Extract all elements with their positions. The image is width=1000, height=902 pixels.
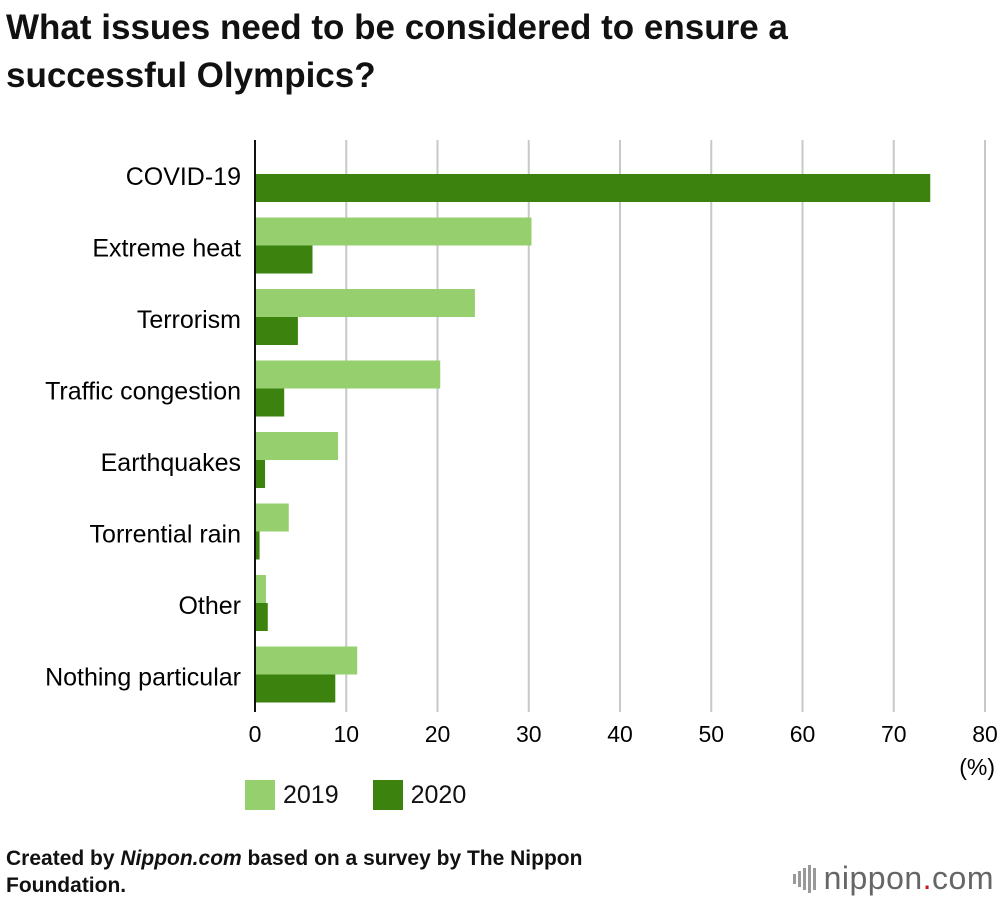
- bar-2019: [256, 289, 475, 317]
- bar-2020: [256, 674, 336, 703]
- x-tick-80: 80: [972, 721, 998, 747]
- x-tick-50: 50: [698, 721, 724, 747]
- source-site: Nippon.com: [120, 847, 242, 870]
- bars: [256, 174, 931, 703]
- bar-2019: [256, 360, 441, 389]
- bar-2020: [256, 388, 285, 417]
- legend-swatch-2020: [372, 780, 403, 810]
- category-label: Other: [178, 592, 241, 620]
- category-label: Torrential rain: [90, 520, 241, 548]
- nippon-logo: nippon. com: [792, 860, 994, 897]
- x-unit-label: (%): [959, 754, 995, 780]
- legend-swatch-2019: [245, 780, 275, 810]
- bar-2020: [256, 317, 298, 345]
- bar-2019: [256, 646, 358, 675]
- gridlines: [345, 140, 986, 712]
- bar-2019: [256, 432, 339, 460]
- bar-2020: [256, 603, 268, 631]
- chart-title: What issues need to be considered to ens…: [6, 8, 788, 95]
- x-tick-70: 70: [881, 721, 907, 747]
- logo-dot: .: [922, 860, 933, 896]
- category-label: Earthquakes: [101, 449, 241, 477]
- x-tick-0: 0: [249, 721, 262, 747]
- legend-item-2019: 2019: [245, 780, 339, 810]
- bar-2020: [256, 245, 313, 274]
- category-label: Extreme heat: [92, 234, 241, 262]
- bar-2019: [256, 217, 532, 246]
- x-tick-labels: 0 10 20 30 40 50 60 70 80: [249, 721, 998, 747]
- source-note: Created by Nippon.com based on a survey …: [6, 845, 706, 899]
- category-label: Terrorism: [137, 306, 241, 334]
- bar-2020: [256, 174, 931, 202]
- x-tick-20: 20: [425, 721, 451, 747]
- category-label: Nothing particular: [45, 663, 241, 691]
- bar-2020: [256, 531, 260, 560]
- category-label: Traffic congestion: [45, 377, 241, 405]
- logo-tld: com: [932, 860, 994, 896]
- bar-2019: [256, 575, 266, 603]
- category-label: COVID-19: [126, 163, 241, 191]
- logo-bars-icon: [792, 864, 816, 893]
- legend-label-2019: 2019: [283, 780, 339, 809]
- legend-label-2020: 2020: [410, 780, 467, 809]
- x-tick-60: 60: [790, 721, 816, 747]
- category-labels: COVID-19 Extreme heat Terrorism Traffic con…: [45, 163, 241, 692]
- logo-name: nippon: [823, 860, 923, 896]
- legend: 2019 2020: [245, 780, 500, 810]
- bar-2019: [256, 503, 289, 532]
- legend-item-2020: 2020: [372, 780, 467, 810]
- bar-2020: [256, 460, 266, 488]
- x-tick-40: 40: [607, 721, 633, 747]
- x-tick-30: 30: [516, 721, 542, 747]
- source-prefix: Created by: [6, 847, 121, 870]
- x-tick-10: 10: [333, 721, 359, 747]
- source-suffix: based on a survey by The Nippon Foundati…: [6, 847, 583, 897]
